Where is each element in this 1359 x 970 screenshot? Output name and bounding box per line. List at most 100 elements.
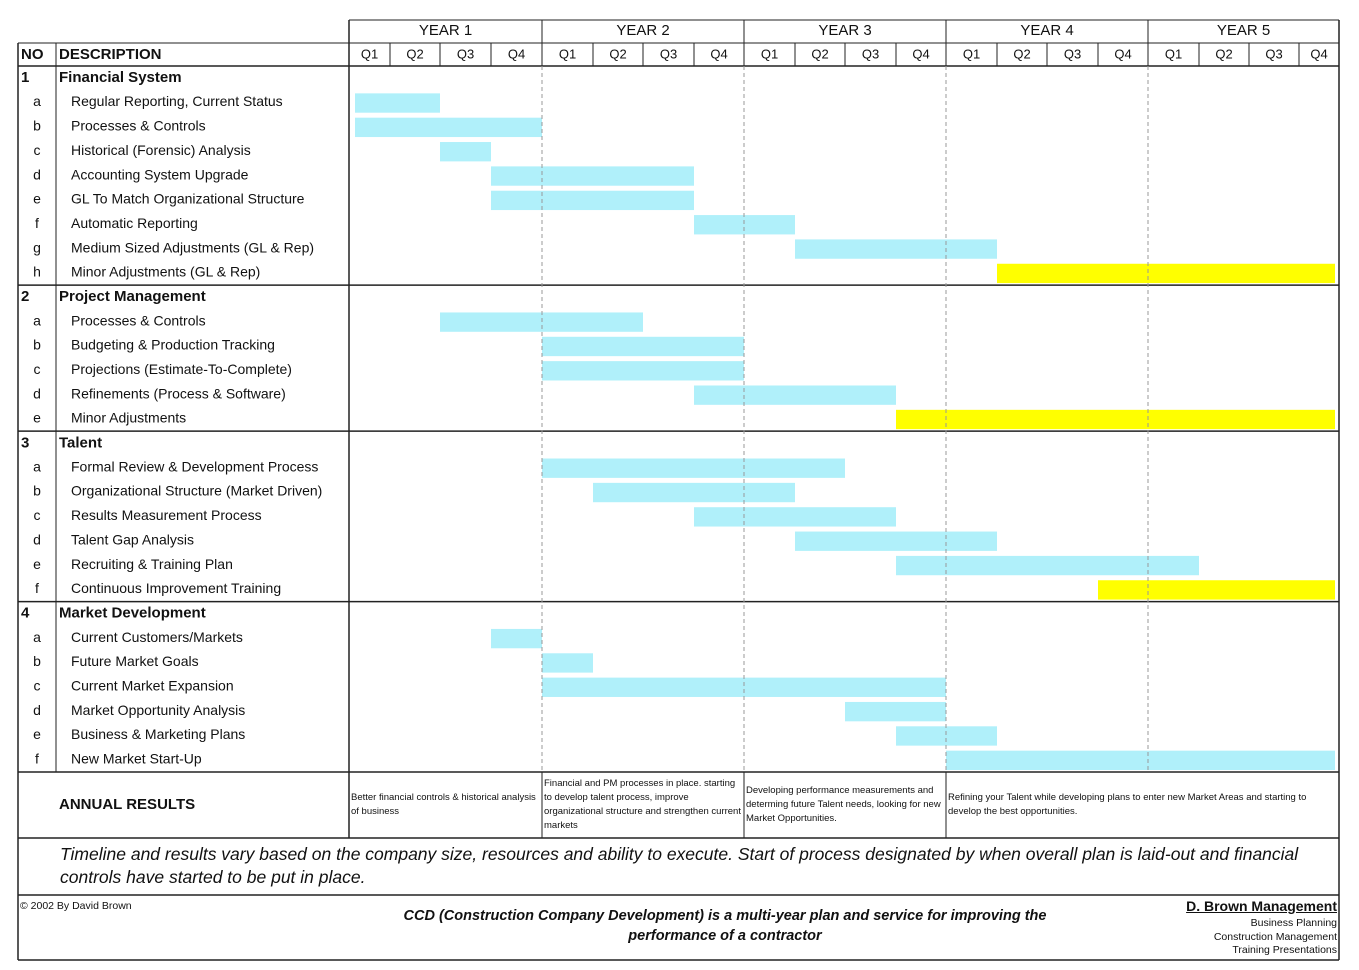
task-label: Accounting System Upgrade <box>71 166 249 182</box>
service: Training Presentations <box>1232 944 1337 956</box>
task-bar <box>542 653 593 673</box>
task-no: g <box>33 239 41 255</box>
task-bar <box>896 409 1335 430</box>
task-no: d <box>33 385 41 401</box>
section-title: Market Development <box>59 605 206 622</box>
task-label: Continuous Improvement Training <box>71 580 281 596</box>
results-cell: Refining your Talent while developing pl… <box>948 772 1337 838</box>
task-label: New Market Start-Up <box>71 751 202 767</box>
task-bar <box>542 361 744 381</box>
results-text: Developing performance measurements and … <box>746 785 941 824</box>
task-bar <box>946 750 1335 770</box>
task-label: Processes & Controls <box>71 312 206 328</box>
quarter-label: Q4 <box>508 46 525 61</box>
task-bar <box>694 385 896 405</box>
results-cell: Developing performance measurements and … <box>746 772 944 838</box>
task-no: a <box>33 458 41 474</box>
task-no: c <box>34 142 41 158</box>
task-bar <box>795 239 997 259</box>
task-label: Budgeting & Production Tracking <box>71 337 275 353</box>
task-label: Recruiting & Training Plan <box>71 556 233 572</box>
section-title: Financial System <box>59 69 182 86</box>
year-label: YEAR 1 <box>419 22 472 39</box>
task-label: Projections (Estimate-To-Complete) <box>71 361 292 377</box>
task-label: Refinements (Process & Software) <box>71 385 286 401</box>
quarter-label: Q1 <box>361 46 378 61</box>
quarter-label: Q3 <box>862 46 879 61</box>
note: Timeline and results vary based on the c… <box>60 844 1299 887</box>
task-no: f <box>35 215 39 231</box>
task-bar <box>593 482 795 503</box>
results-cell: Better financial controls & historical a… <box>351 772 540 838</box>
task-bar <box>694 215 795 235</box>
quarter-label: Q2 <box>609 46 626 61</box>
task-no: a <box>33 629 41 645</box>
service: Construction Management <box>1213 930 1337 943</box>
task-no: a <box>33 312 41 328</box>
results-text: Financial and PM processes in place. sta… <box>544 778 741 831</box>
task-no: d <box>33 531 41 547</box>
task-no: b <box>33 483 41 499</box>
section-no: 2 <box>21 288 29 305</box>
task-label: GL To Match Organizational Structure <box>71 191 305 207</box>
task-label: Processes & Controls <box>71 118 206 134</box>
tagline: CCD (Construction Company Development) i… <box>403 908 1047 944</box>
quarter-label: Q3 <box>1064 46 1081 61</box>
task-no: e <box>33 191 41 207</box>
section-title: Project Management <box>59 288 206 305</box>
quarter-label: Q3 <box>660 46 677 61</box>
results-text: Better financial controls & historical a… <box>351 792 536 817</box>
task-label: Historical (Forensic) Analysis <box>71 142 251 158</box>
task-bar <box>542 336 744 357</box>
year-label: YEAR 4 <box>1020 22 1073 39</box>
quarter-label: Q1 <box>761 46 778 61</box>
task-no: h <box>33 264 41 280</box>
task-label: Future Market Goals <box>71 653 199 669</box>
task-label: Automatic Reporting <box>71 215 198 231</box>
year-label: YEAR 5 <box>1217 22 1270 39</box>
quarter-label: Q1 <box>1165 46 1182 61</box>
task-label: Minor Adjustments (GL & Rep) <box>71 264 260 280</box>
task-label: Regular Reporting, Current Status <box>71 93 283 109</box>
task-no: d <box>33 702 41 718</box>
task-label: Talent Gap Analysis <box>71 531 194 547</box>
company: D. Brown Management <box>1186 898 1337 914</box>
quarter-label: Q4 <box>1114 46 1131 61</box>
task-bar <box>440 312 643 332</box>
task-bar <box>355 117 542 138</box>
results-cell: Financial and PM processes in place. sta… <box>544 772 742 838</box>
task-bar <box>845 701 946 722</box>
quarter-label: Q2 <box>406 46 423 61</box>
task-label: Minor Adjustments <box>71 410 186 426</box>
section-no: 3 <box>21 434 29 451</box>
task-no: c <box>34 677 41 693</box>
quarter-label: Q1 <box>559 46 576 61</box>
quarter-label: Q4 <box>912 46 929 61</box>
service: Business Planning <box>1250 917 1337 929</box>
task-no: b <box>33 118 41 134</box>
task-no: e <box>33 726 41 742</box>
task-bar <box>896 726 997 746</box>
task-bar <box>542 458 845 478</box>
task-bar <box>1098 580 1335 600</box>
section-title: Talent <box>59 434 102 451</box>
task-no: a <box>33 93 41 109</box>
task-label: Organizational Structure (Market Driven) <box>71 483 322 499</box>
task-label: Medium Sized Adjustments (GL & Rep) <box>71 239 314 255</box>
task-bar <box>896 555 1199 576</box>
no-header: NO <box>21 46 44 63</box>
copyright: © 2002 By David Brown <box>20 900 132 912</box>
section-no: 4 <box>21 605 30 622</box>
task-no: f <box>35 751 39 767</box>
task-bar <box>997 263 1335 284</box>
quarter-label: Q2 <box>1215 46 1232 61</box>
description-header: DESCRIPTION <box>59 46 162 63</box>
task-bar <box>491 628 542 649</box>
task-bar <box>491 190 694 211</box>
quarter-label: Q2 <box>1013 46 1030 61</box>
quarter-label: Q4 <box>710 46 727 61</box>
task-label: Formal Review & Development Process <box>71 458 318 474</box>
task-no: c <box>34 361 41 377</box>
